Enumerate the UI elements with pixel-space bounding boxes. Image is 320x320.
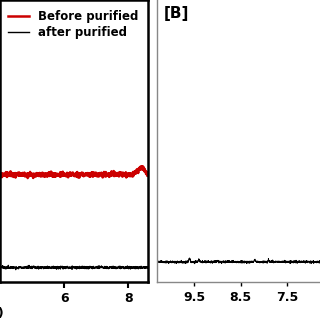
after purified — [14, 268, 18, 272]
after purified — [7, 266, 11, 270]
Legend: Before purified, after purified: Before purified, after purified — [3, 6, 143, 44]
after purified — [146, 265, 149, 269]
Before purified — [0, 173, 2, 177]
Before purified — [26, 176, 30, 180]
Before purified — [84, 171, 88, 175]
Before purified — [146, 172, 149, 175]
Before purified — [88, 171, 92, 175]
Before purified — [7, 174, 11, 178]
Before purified — [140, 164, 144, 168]
Text: [B]: [B] — [164, 6, 189, 20]
after purified — [110, 265, 114, 269]
Before purified — [110, 172, 114, 175]
Line: after purified: after purified — [0, 265, 148, 270]
after purified — [0, 266, 2, 270]
after purified — [6, 263, 10, 267]
after purified — [88, 264, 92, 268]
after purified — [125, 264, 129, 268]
Before purified — [92, 172, 96, 176]
Text: es): es) — [0, 307, 4, 320]
after purified — [84, 265, 88, 269]
after purified — [92, 266, 96, 269]
Before purified — [125, 174, 129, 178]
Line: Before purified: Before purified — [0, 166, 148, 178]
